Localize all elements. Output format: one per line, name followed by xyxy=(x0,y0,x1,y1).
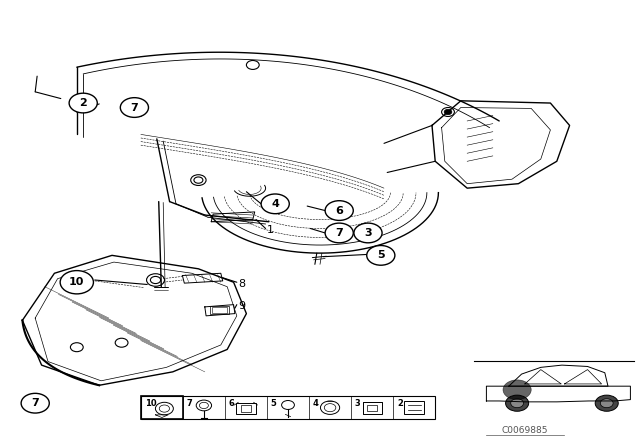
Bar xyxy=(367,405,377,411)
Text: 4: 4 xyxy=(313,399,319,408)
Text: 6: 6 xyxy=(335,206,343,215)
Bar xyxy=(210,306,229,314)
Bar xyxy=(236,403,255,414)
Bar xyxy=(212,307,227,313)
Text: 3: 3 xyxy=(364,228,372,238)
Circle shape xyxy=(600,399,613,408)
Circle shape xyxy=(354,223,382,243)
Text: 2: 2 xyxy=(397,399,403,408)
Text: 7: 7 xyxy=(131,103,138,112)
Bar xyxy=(141,396,183,419)
Circle shape xyxy=(69,93,97,113)
Polygon shape xyxy=(509,365,608,386)
Text: 10: 10 xyxy=(145,399,156,408)
Text: 7: 7 xyxy=(31,398,39,408)
Text: 5: 5 xyxy=(271,399,276,408)
Polygon shape xyxy=(486,386,630,402)
Circle shape xyxy=(261,194,289,214)
Text: 6: 6 xyxy=(228,399,235,408)
Text: 10: 10 xyxy=(69,277,84,287)
Text: 1: 1 xyxy=(267,225,273,235)
Circle shape xyxy=(595,395,618,411)
Circle shape xyxy=(21,393,49,413)
Text: 9: 9 xyxy=(238,301,246,310)
Circle shape xyxy=(325,201,353,220)
Circle shape xyxy=(325,223,353,243)
Text: 4: 4 xyxy=(271,199,279,209)
Text: 8: 8 xyxy=(238,279,246,289)
Text: 3: 3 xyxy=(355,399,361,408)
Bar xyxy=(404,401,424,414)
Text: C0069885: C0069885 xyxy=(502,426,548,435)
Text: 7: 7 xyxy=(335,228,343,238)
Circle shape xyxy=(503,380,531,400)
Text: 2: 2 xyxy=(79,98,87,108)
Text: 7: 7 xyxy=(187,399,193,408)
Circle shape xyxy=(511,399,524,408)
Circle shape xyxy=(120,98,148,117)
Circle shape xyxy=(60,271,93,294)
Bar xyxy=(362,402,381,414)
Bar xyxy=(241,405,251,412)
Text: 5: 5 xyxy=(377,250,385,260)
Circle shape xyxy=(506,395,529,411)
Circle shape xyxy=(367,246,395,265)
Circle shape xyxy=(444,109,452,115)
Bar xyxy=(141,396,435,419)
